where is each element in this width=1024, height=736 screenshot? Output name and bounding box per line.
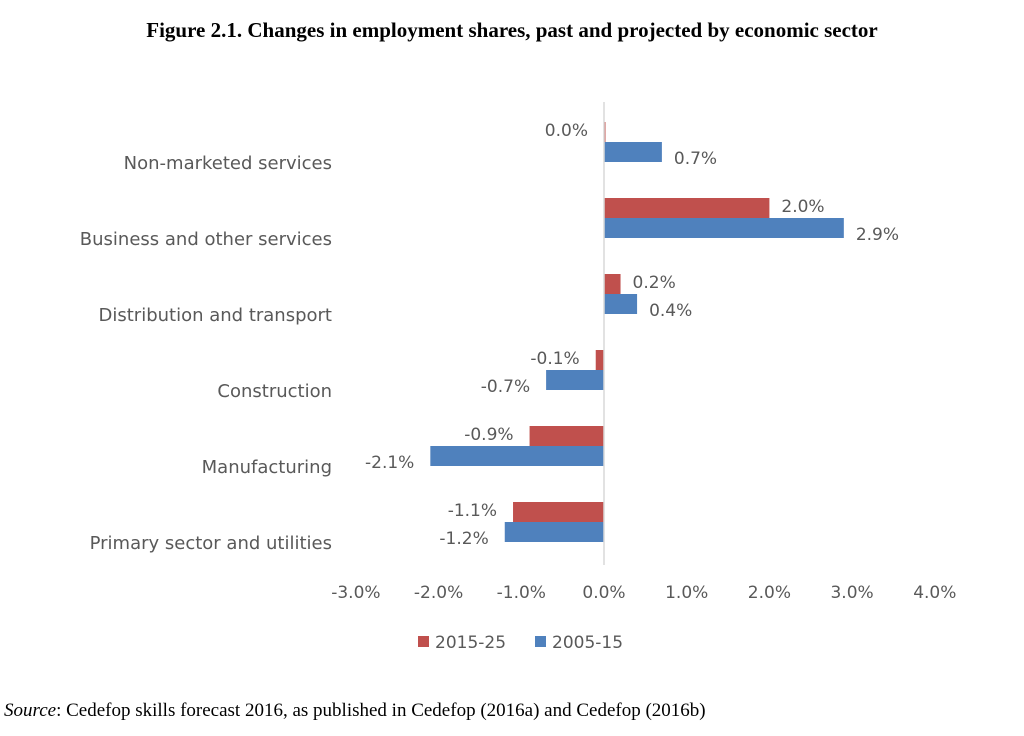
bar-2015-25 [513, 502, 604, 522]
figure-title: Figure 2.1. Changes in employment shares… [146, 18, 878, 42]
legend-label: 2005-15 [552, 633, 623, 653]
data-label: -1.1% [448, 501, 497, 521]
data-label: 2.0% [781, 197, 824, 217]
source-label: Source [4, 700, 57, 721]
data-label: 0.2% [633, 273, 676, 293]
category-label: Business and other services [80, 229, 332, 250]
bar-2005-15 [604, 142, 662, 162]
legend-swatch-2015-25 [418, 636, 429, 647]
category-label: Distribution and transport [99, 305, 333, 326]
x-tick-label: 1.0% [665, 583, 708, 603]
source-note: Source: Cedefop skills forecast 2016, as… [4, 700, 706, 722]
x-tick-label: 3.0% [830, 583, 873, 603]
bar-2015-25 [604, 274, 621, 294]
x-tick-label: 0.0% [582, 583, 625, 603]
data-label: -0.1% [530, 349, 579, 369]
bar-2005-15 [546, 370, 604, 390]
data-label: -0.7% [481, 377, 530, 397]
data-label: -2.1% [365, 453, 414, 473]
x-tick-label: 2.0% [748, 583, 791, 603]
legend-label: 2015-25 [435, 633, 506, 653]
data-label: 0.0% [545, 121, 588, 141]
category-label: Manufacturing [202, 457, 332, 478]
bar-2005-15 [604, 294, 638, 314]
legend-swatch-2005-15 [535, 636, 546, 647]
bar-chart: Non-marketed services 0.0% 0.7% Business an… [80, 102, 956, 653]
x-tick-label: 4.0% [913, 583, 956, 603]
x-tick-label: -1.0% [497, 583, 546, 603]
x-tick-label: -3.0% [331, 583, 380, 603]
bar-2015-25 [604, 198, 770, 218]
category-label: Construction [217, 381, 332, 402]
data-label: 2.9% [856, 225, 899, 245]
bar-2015-25 [529, 426, 604, 446]
category-label: Primary sector and utilities [90, 533, 332, 554]
data-label: 0.4% [649, 301, 692, 321]
x-tick-label: -2.0% [414, 583, 463, 603]
data-label: -0.9% [464, 425, 513, 445]
category-label: Non-marketed services [124, 153, 332, 174]
bar-2015-25 [595, 350, 604, 370]
data-label: -1.2% [439, 529, 488, 549]
bar-2005-15 [504, 522, 604, 542]
source-text: : Cedefop skills forecast 2016, as publi… [56, 700, 706, 721]
bar-2005-15 [430, 446, 604, 466]
data-label: 0.7% [674, 149, 717, 169]
bar-2005-15 [604, 218, 844, 238]
